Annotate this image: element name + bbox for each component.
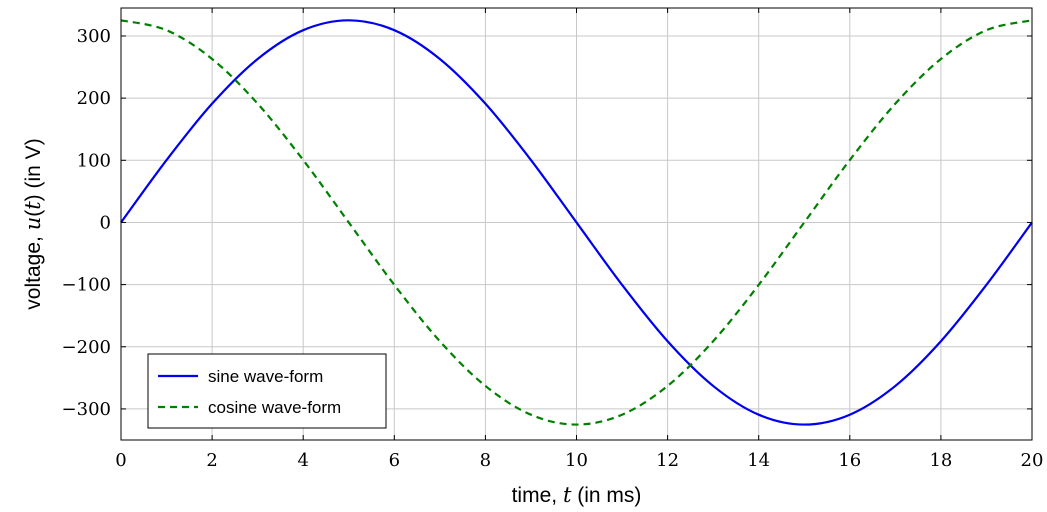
y-tick-label: 200 [77, 88, 111, 109]
x-axis-label-pre: time, [512, 484, 563, 507]
y-axis-label-pre: voltage, [22, 230, 45, 309]
y-axis-label: voltage, u(t) (in V) [21, 138, 45, 309]
x-axis-ticks: 0 2 4 6 8 10 12 14 16 18 20 [115, 8, 1043, 471]
x-tick-label: 16 [838, 450, 861, 471]
y-tick-label: 300 [77, 26, 111, 47]
x-tick-label: 10 [565, 450, 588, 471]
legend-box [147, 353, 387, 429]
x-tick-label: 8 [480, 450, 491, 471]
series-line-sine [120, 19, 1033, 426]
x-axis-label: time, t (in ms) [512, 483, 642, 507]
series-line-cosine [120, 19, 1033, 426]
y-tick-label: −200 [62, 337, 111, 358]
y-axis-label-post: ) (in V) [22, 138, 45, 201]
series-layer [120, 19, 1033, 426]
x-tick-label: 20 [1021, 450, 1044, 471]
y-tick-label: −100 [62, 275, 111, 296]
y-tick-label: −300 [62, 399, 111, 420]
x-axis-label-var: t [563, 483, 572, 507]
legend-label-cosine: cosine wave-form [208, 398, 341, 417]
x-axis-label-post: (in ms) [571, 484, 641, 507]
x-tick-label: 4 [297, 450, 308, 471]
x-tick-label: 0 [115, 450, 126, 471]
y-tick-label: 100 [77, 150, 111, 171]
x-tick-label: 18 [929, 450, 952, 471]
x-tick-label: 14 [747, 450, 770, 471]
y-axis-ticks: −300 −200 −100 0 100 200 300 [62, 26, 1032, 420]
y-axis-label-mid: ( [22, 210, 45, 217]
x-tick-label: 12 [656, 450, 679, 471]
legend-label-sine: sine wave-form [208, 367, 323, 386]
x-tick-label: 2 [206, 450, 217, 471]
y-axis-label-var2: t [21, 201, 45, 210]
legend: sine wave-form cosine wave-form [147, 353, 387, 429]
y-tick-label: 0 [100, 212, 111, 233]
y-axis-label-var: u [21, 217, 45, 231]
x-tick-label: 6 [389, 450, 400, 471]
